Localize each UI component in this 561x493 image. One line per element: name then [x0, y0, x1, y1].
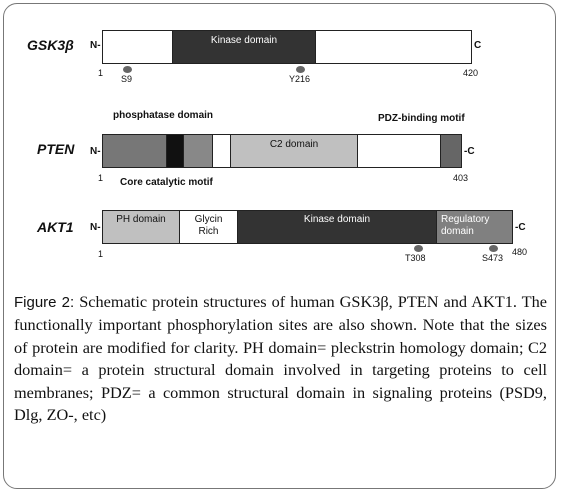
gsk3b-site-s9-label: S9	[121, 74, 133, 84]
gsk3b-site-y216-label: Y216	[289, 74, 311, 84]
akt1-site-t308-label: T308	[405, 253, 426, 263]
protein-name-akt1: AKT1	[37, 219, 74, 235]
pten-c2-domain-label: C2 domain	[269, 139, 319, 150]
gsk3b-c-terminus: C	[474, 40, 482, 51]
akt1-kinase-domain-label: Kinase domain	[303, 214, 371, 225]
gsk3b-n-terminus: N-	[90, 40, 101, 51]
gsk3b-site-s9-marker	[123, 66, 132, 73]
pten-core-catalytic-motif	[166, 134, 184, 168]
pten-c2-domain: C2 domain	[230, 134, 358, 168]
pten-phosphatase-domain-right	[183, 134, 213, 168]
akt1-c-terminus: -C	[515, 222, 526, 233]
pten-pdz-binding-motif-callout: PDZ-binding motif	[378, 113, 465, 124]
akt1-glycine-rich-label: Glycin Rich	[194, 214, 223, 237]
pten-core-catalytic-motif-callout: Core catalytic motif	[120, 177, 213, 188]
protein-name-gsk3b: GSK3β	[27, 37, 74, 53]
figure-caption-label: Figure 2:	[14, 294, 75, 311]
akt1-regulatory-domain: Regulatory domain	[436, 210, 513, 244]
pten-end-residue: 403	[453, 173, 469, 183]
akt1-site-t308-marker	[414, 245, 423, 252]
gsk3b-site-y216-marker	[296, 66, 305, 73]
pten-phosphatase-domain-left	[102, 134, 167, 168]
pten-n-terminus: N-	[90, 146, 101, 157]
akt1-kinase-domain: Kinase domain	[237, 210, 437, 244]
akt1-regulatory-domain-label: Regulatory domain	[441, 214, 490, 237]
protein-name-pten: PTEN	[37, 141, 75, 157]
pten-phosphatase-domain-callout: phosphatase domain	[113, 110, 214, 121]
gsk3b-start-residue: 1	[98, 68, 104, 78]
akt1-ph-domain-label: PH domain	[116, 214, 166, 225]
figure-caption: Figure 2: Schematic protein structures o…	[14, 291, 547, 426]
pten-pdz-binding-motif	[440, 134, 462, 168]
gsk3b-end-residue: 420	[463, 68, 479, 78]
akt1-start-residue: 1	[98, 249, 104, 259]
akt1-glycine-rich-region: Glycin Rich	[179, 210, 238, 244]
figure-frame	[3, 3, 556, 489]
akt1-n-terminus: N-	[90, 222, 101, 233]
pten-start-residue: 1	[98, 173, 104, 183]
figure-caption-text: Schematic protein structures of human GS…	[14, 292, 547, 425]
pten-c-terminus: -C	[464, 146, 475, 157]
akt1-end-residue: 480	[512, 247, 528, 257]
akt1-ph-domain: PH domain	[102, 210, 180, 244]
gsk3b-kinase-domain: Kinase domain	[172, 30, 316, 64]
akt1-site-s473-label: S473	[482, 253, 504, 263]
akt1-site-s473-marker	[489, 245, 498, 252]
gsk3b-kinase-domain-label: Kinase domain	[210, 35, 278, 46]
